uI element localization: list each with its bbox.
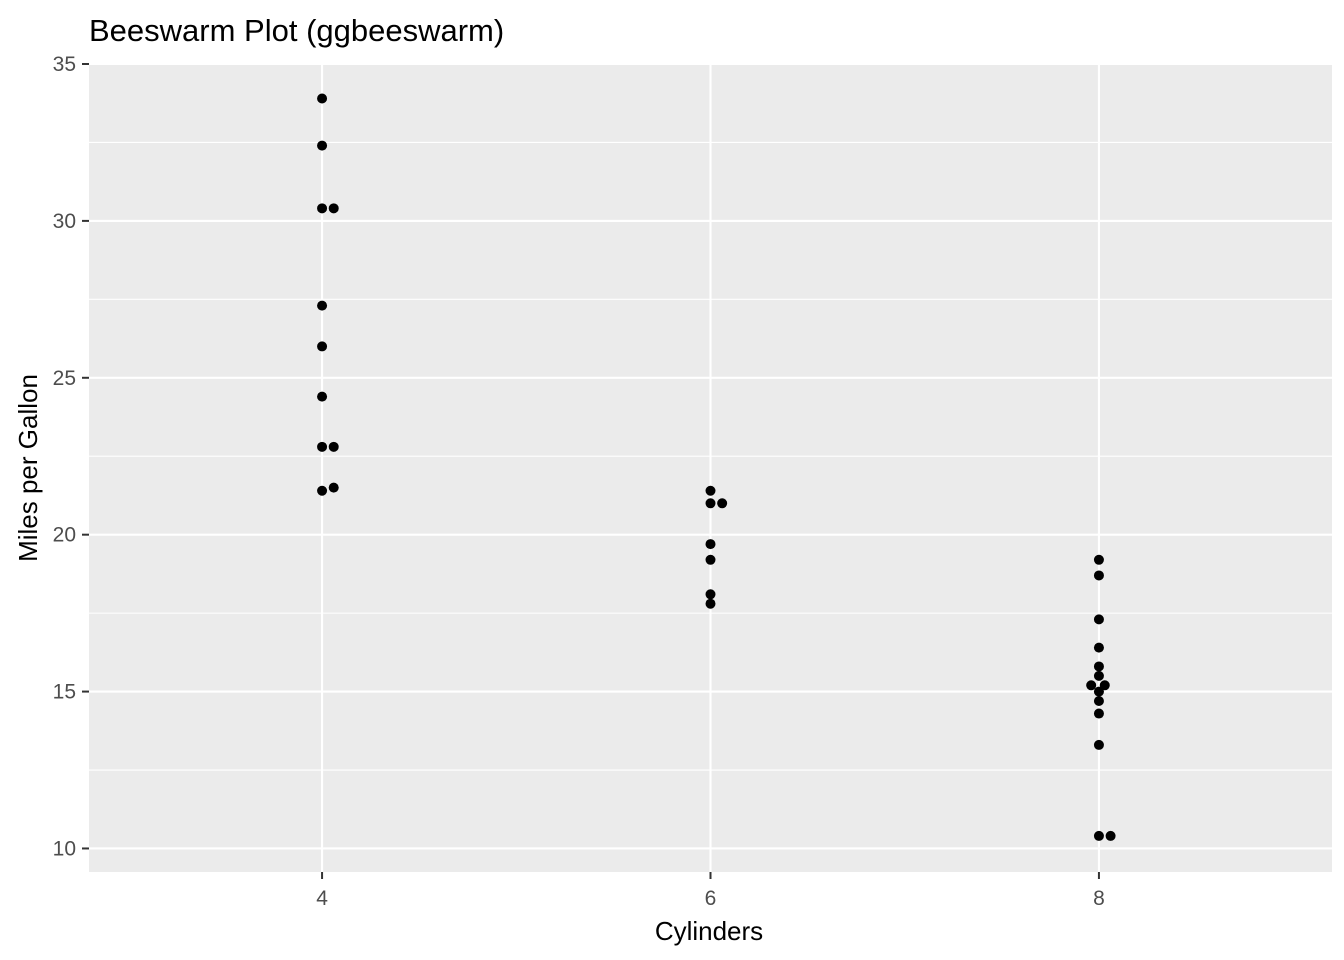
- data-point: [1093, 708, 1104, 719]
- data-point: [317, 485, 328, 496]
- data-point: [317, 391, 328, 402]
- data-point: [1093, 670, 1104, 681]
- x-tick-label: 4: [316, 887, 328, 910]
- data-point: [1093, 661, 1104, 672]
- data-point: [1093, 642, 1104, 653]
- data-point: [705, 589, 716, 600]
- x-axis-label: Cylinders: [655, 916, 763, 946]
- data-point: [705, 498, 716, 509]
- data-point: [1093, 739, 1104, 750]
- data-point: [1093, 614, 1104, 625]
- y-tick-label: 25: [53, 367, 76, 390]
- x-tick-label: 8: [1093, 887, 1105, 910]
- chart-title: Beeswarm Plot (ggbeeswarm): [89, 13, 504, 48]
- data-point: [328, 482, 339, 493]
- data-point: [317, 203, 328, 214]
- data-point: [1099, 680, 1110, 691]
- data-point: [705, 539, 716, 550]
- y-tick-label: 30: [53, 210, 76, 233]
- y-tick-label: 35: [53, 53, 76, 76]
- data-point: [317, 441, 328, 452]
- data-point: [1093, 570, 1104, 581]
- y-tick-label: 20: [53, 524, 76, 547]
- data-point: [705, 554, 716, 565]
- data-point: [1105, 830, 1116, 841]
- data-point: [705, 485, 716, 496]
- data-point: [317, 93, 328, 104]
- data-point: [317, 300, 328, 311]
- data-point: [1093, 554, 1104, 565]
- data-point: [1093, 830, 1104, 841]
- x-tick-label: 6: [705, 887, 717, 910]
- data-point: [717, 498, 728, 509]
- data-point: [1093, 695, 1104, 706]
- data-points: [317, 93, 1116, 841]
- data-point: [1086, 680, 1097, 691]
- gridlines: [89, 62, 1332, 872]
- data-point: [317, 341, 328, 352]
- data-point: [328, 203, 339, 214]
- y-axis: 10 15 20 25 30 35: [53, 53, 89, 860]
- x-axis: 4 6 8: [316, 872, 1105, 910]
- data-point: [1093, 686, 1104, 697]
- data-point: [705, 598, 716, 609]
- y-axis-label: Miles per Gallon: [13, 374, 43, 562]
- data-point: [328, 441, 339, 452]
- y-tick-label: 10: [53, 837, 76, 860]
- y-tick-label: 15: [53, 681, 76, 704]
- data-point: [317, 140, 328, 151]
